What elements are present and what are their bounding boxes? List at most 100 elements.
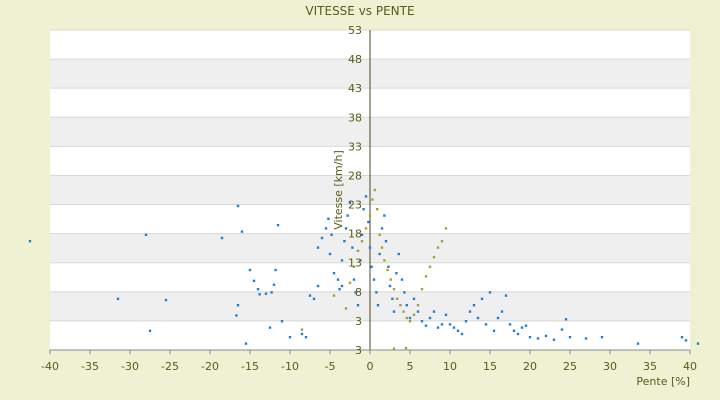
data-point [380, 227, 384, 230]
data-point [472, 304, 476, 307]
data-point [343, 240, 346, 243]
data-point [424, 324, 428, 327]
data-point [236, 204, 240, 208]
data-point [448, 323, 452, 326]
x-tick-label: -15 [241, 360, 259, 373]
axes [49, 30, 691, 354]
data-point [378, 252, 381, 256]
data-point [456, 329, 460, 332]
data-point [520, 326, 524, 329]
data-point [395, 272, 398, 275]
data-point [444, 227, 448, 230]
data-point [380, 246, 384, 249]
data-point [408, 316, 412, 320]
data-point [480, 297, 484, 300]
data-point [444, 313, 448, 316]
data-point [332, 272, 336, 275]
data-point [368, 214, 372, 217]
x-tick-label: 30 [603, 360, 617, 373]
data-point [388, 284, 392, 288]
data-point [248, 268, 252, 272]
x-tick-label: 25 [563, 360, 577, 373]
data-point [468, 310, 472, 313]
data-point [420, 288, 424, 291]
tick-labels: -40 -35 -30 -25 -20 -15 -10 -5 0 5 10 15 20 25 30 35 40 3… [41, 24, 697, 373]
y-tick-label: 23 [348, 199, 362, 212]
data-point [600, 336, 604, 339]
data-point [412, 297, 416, 300]
data-point [320, 236, 324, 240]
data-point [368, 246, 372, 249]
data-point [244, 342, 248, 345]
data-point [500, 310, 504, 313]
data-point [336, 278, 340, 281]
x-tick-label: 5 [407, 360, 414, 373]
data-point [274, 268, 277, 272]
data-point [400, 278, 404, 281]
y-tick-label: 13 [348, 257, 362, 270]
data-point [432, 256, 436, 259]
x-tick-label: 40 [683, 360, 697, 373]
data-point [280, 320, 284, 323]
data-point [680, 336, 684, 339]
data-point [364, 227, 368, 230]
data-point [399, 304, 402, 307]
data-point [372, 278, 376, 281]
data-point [330, 233, 333, 236]
y-tick-label: 3 [355, 315, 362, 328]
data-point [516, 332, 520, 336]
data-point [164, 298, 168, 302]
data-point [387, 265, 390, 268]
data-point [476, 316, 480, 320]
data-point [352, 265, 356, 268]
data-point [116, 297, 120, 300]
data-point [484, 323, 488, 326]
data-point [424, 275, 428, 278]
x-tick-label: 35 [643, 360, 657, 373]
data-point [312, 297, 316, 300]
data-point [270, 291, 273, 294]
data-point [258, 293, 261, 296]
data-point [452, 326, 456, 329]
data-point [354, 291, 357, 294]
data-point [340, 284, 344, 288]
data-point [440, 240, 444, 243]
data-point [488, 291, 492, 294]
data-point [560, 328, 564, 331]
y-tick-label: 18 [348, 228, 362, 241]
y-tick-label: 43 [348, 82, 362, 95]
x-tick-label: 0 [367, 360, 374, 373]
data-point [428, 316, 432, 320]
data-point [375, 291, 378, 294]
data-point [300, 332, 304, 336]
data-point [436, 246, 440, 249]
data-point [272, 283, 276, 286]
data-point [416, 304, 420, 307]
y-tick-label: 3 [355, 344, 362, 357]
data-point [367, 220, 370, 224]
data-point [405, 304, 408, 307]
data-point [344, 227, 348, 230]
data-point [536, 337, 540, 340]
data-point [403, 291, 406, 294]
data-point [328, 252, 332, 256]
data-point [460, 332, 464, 336]
data-point [524, 324, 528, 327]
data-point [384, 240, 388, 243]
data-point [378, 233, 381, 236]
data-point [348, 201, 352, 204]
y-tick-label: 33 [348, 140, 362, 153]
data-point [240, 230, 244, 233]
data-point [392, 347, 396, 350]
data-point [28, 240, 32, 243]
data-point [636, 342, 640, 345]
data-point [360, 233, 364, 236]
data-point [276, 224, 280, 227]
data-point [356, 249, 360, 252]
data-point [316, 284, 320, 288]
data-points [28, 188, 700, 350]
data-point [252, 279, 256, 283]
data-point [338, 288, 341, 291]
data-point [408, 320, 412, 323]
data-point [288, 336, 292, 339]
